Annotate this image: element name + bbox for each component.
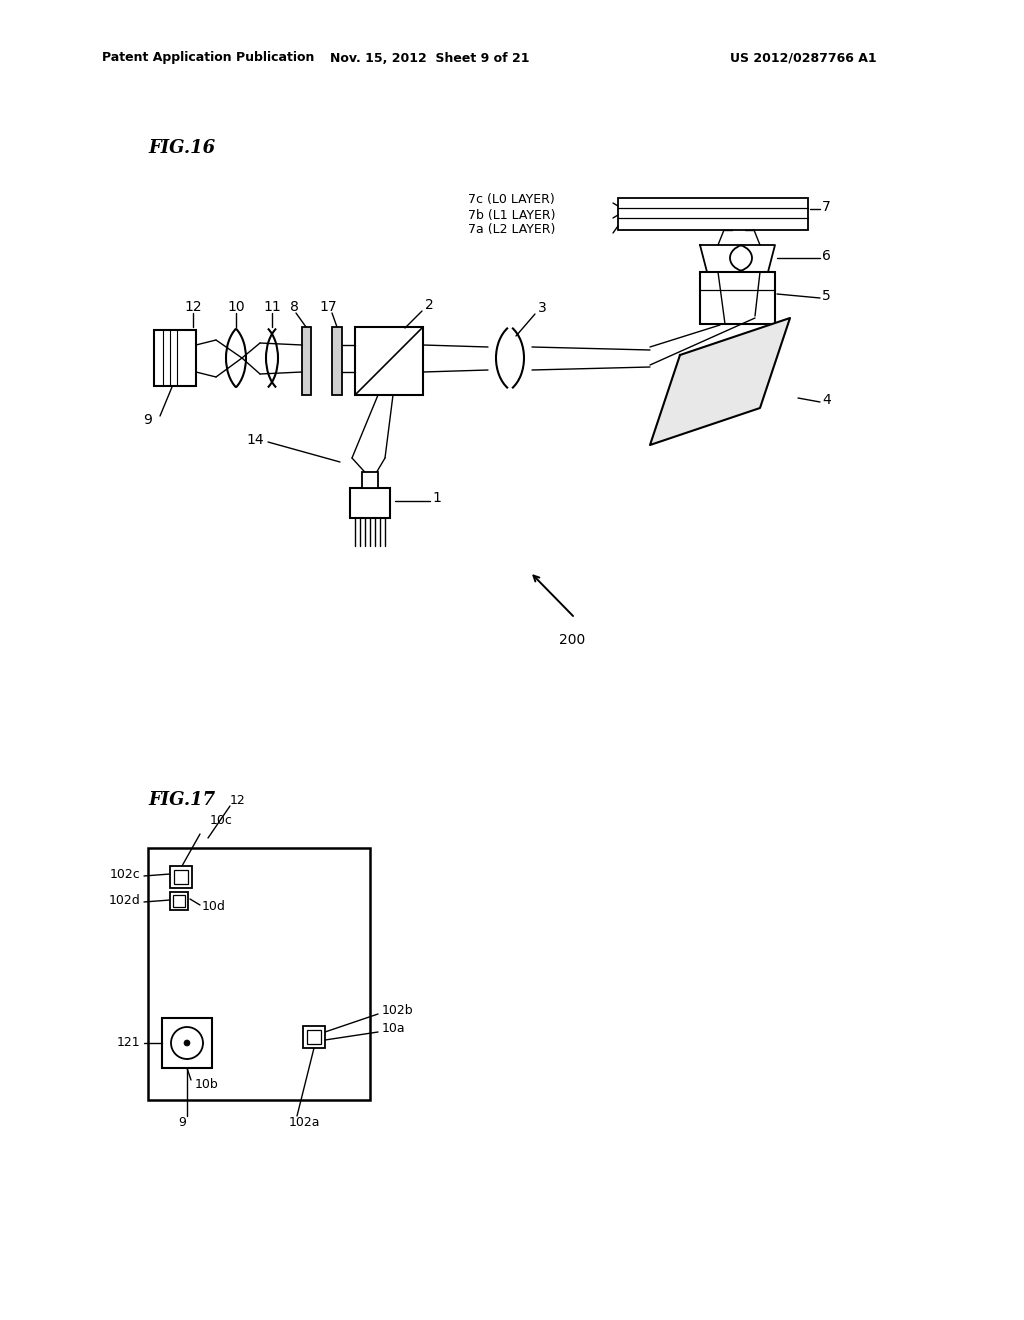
- Circle shape: [171, 1027, 203, 1059]
- Bar: [148, 847, 370, 1100]
- Text: 12: 12: [230, 793, 246, 807]
- Bar: [303, 1026, 325, 1048]
- Text: 9: 9: [143, 413, 153, 426]
- Text: FIG.16: FIG.16: [148, 139, 215, 157]
- Bar: [618, 198, 808, 230]
- Text: Patent Application Publication: Patent Application Publication: [102, 51, 314, 65]
- Text: 2: 2: [425, 298, 434, 312]
- Bar: [362, 473, 378, 488]
- Bar: [355, 327, 423, 395]
- Bar: [174, 870, 188, 884]
- Bar: [173, 895, 185, 907]
- Text: 10c: 10c: [210, 813, 232, 826]
- Bar: [307, 1030, 321, 1044]
- Text: 9: 9: [178, 1115, 186, 1129]
- Text: 200: 200: [559, 634, 585, 647]
- Text: US 2012/0287766 A1: US 2012/0287766 A1: [730, 51, 877, 65]
- Text: 7a (L2 LAYER): 7a (L2 LAYER): [468, 223, 555, 236]
- Text: 10d: 10d: [202, 899, 226, 912]
- Text: 10a: 10a: [382, 1022, 406, 1035]
- Text: 7: 7: [822, 201, 830, 214]
- Text: 10: 10: [227, 300, 245, 314]
- Text: 1: 1: [432, 491, 441, 506]
- Bar: [302, 327, 311, 395]
- Text: 121: 121: [117, 1036, 140, 1049]
- Bar: [332, 327, 342, 395]
- Bar: [350, 488, 390, 517]
- Text: 7c (L0 LAYER): 7c (L0 LAYER): [468, 194, 555, 206]
- Polygon shape: [700, 246, 775, 272]
- Bar: [170, 866, 193, 888]
- Text: FIG.17: FIG.17: [148, 791, 215, 809]
- Text: 10b: 10b: [195, 1077, 219, 1090]
- Circle shape: [184, 1040, 190, 1045]
- Text: 102a: 102a: [289, 1115, 321, 1129]
- Text: Nov. 15, 2012  Sheet 9 of 21: Nov. 15, 2012 Sheet 9 of 21: [331, 51, 529, 65]
- Text: 3: 3: [538, 301, 547, 315]
- Text: 6: 6: [822, 249, 830, 263]
- Bar: [170, 892, 188, 909]
- Text: 11: 11: [263, 300, 281, 314]
- Bar: [154, 330, 196, 385]
- Bar: [162, 1018, 212, 1068]
- Text: 102b: 102b: [382, 1003, 414, 1016]
- Text: 17: 17: [319, 300, 337, 314]
- Text: 102d: 102d: [109, 894, 140, 907]
- Text: 102c: 102c: [110, 867, 140, 880]
- Text: 12: 12: [184, 300, 202, 314]
- Bar: [700, 272, 775, 323]
- Polygon shape: [650, 318, 790, 445]
- Text: 8: 8: [290, 300, 298, 314]
- Text: 4: 4: [822, 393, 830, 407]
- Text: 7b (L1 LAYER): 7b (L1 LAYER): [468, 209, 555, 222]
- Text: 14: 14: [246, 433, 264, 447]
- Text: 5: 5: [822, 289, 830, 304]
